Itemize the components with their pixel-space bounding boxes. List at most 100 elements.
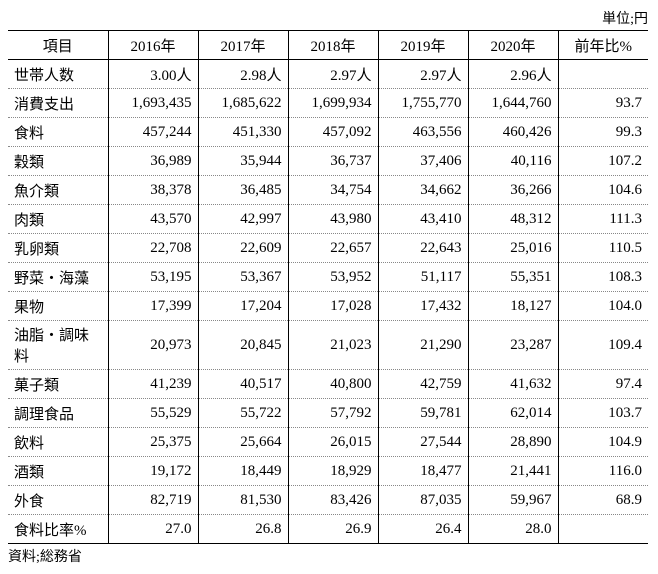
cell: 38,378	[108, 176, 198, 205]
cell: 104.9	[558, 428, 648, 457]
cell: 2.98人	[198, 60, 288, 89]
cell: 17,028	[288, 292, 378, 321]
cell: 21,023	[288, 321, 378, 370]
source-caption: 資料;総務省	[8, 546, 648, 566]
cell: 26.8	[198, 515, 288, 544]
cell: 34,754	[288, 176, 378, 205]
cell: 1,685,622	[198, 89, 288, 118]
cell: 59,967	[468, 486, 558, 515]
cell: 108.3	[558, 263, 648, 292]
cell: 463,556	[378, 118, 468, 147]
cell: 451,330	[198, 118, 288, 147]
cell: 93.7	[558, 89, 648, 118]
cell: 87,035	[378, 486, 468, 515]
table-row: 乳卵類22,70822,60922,65722,64325,016110.5	[8, 234, 648, 263]
cell: 22,609	[198, 234, 288, 263]
cell: 104.0	[558, 292, 648, 321]
cell: 99.3	[558, 118, 648, 147]
cell: 107.2	[558, 147, 648, 176]
cell: 17,204	[198, 292, 288, 321]
table-row: 肉類43,57042,99743,98043,41048,312111.3	[8, 205, 648, 234]
cell	[558, 60, 648, 89]
row-label: 肉類	[8, 205, 108, 234]
cell: 21,441	[468, 457, 558, 486]
cell: 22,657	[288, 234, 378, 263]
row-label: 消費支出	[8, 89, 108, 118]
table-row: 酒類19,17218,44918,92918,47721,441116.0	[8, 457, 648, 486]
cell: 42,997	[198, 205, 288, 234]
table-row: 果物17,39917,20417,02817,43218,127104.0	[8, 292, 648, 321]
cell: 43,570	[108, 205, 198, 234]
cell: 17,432	[378, 292, 468, 321]
cell: 55,722	[198, 399, 288, 428]
row-label: 魚介類	[8, 176, 108, 205]
row-label: 世帯人数	[8, 60, 108, 89]
row-label: 食料比率%	[8, 515, 108, 544]
cell: 81,530	[198, 486, 288, 515]
cell: 35,944	[198, 147, 288, 176]
cell: 19,172	[108, 457, 198, 486]
row-label: 菓子類	[8, 370, 108, 399]
cell: 1,693,435	[108, 89, 198, 118]
cell: 18,477	[378, 457, 468, 486]
cell: 22,643	[378, 234, 468, 263]
cell: 82,719	[108, 486, 198, 515]
cell: 51,117	[378, 263, 468, 292]
cell: 21,290	[378, 321, 468, 370]
col-header: 2018年	[288, 31, 378, 60]
cell: 116.0	[558, 457, 648, 486]
col-header: 2017年	[198, 31, 288, 60]
cell: 110.5	[558, 234, 648, 263]
col-header: 2020年	[468, 31, 558, 60]
cell: 53,195	[108, 263, 198, 292]
cell: 22,708	[108, 234, 198, 263]
cell: 26,015	[288, 428, 378, 457]
cell: 17,399	[108, 292, 198, 321]
table-row: 消費支出1,693,4351,685,6221,699,9341,755,770…	[8, 89, 648, 118]
cell: 2.96人	[468, 60, 558, 89]
table-row: 食料457,244451,330457,092463,556460,42699.…	[8, 118, 648, 147]
cell: 57,792	[288, 399, 378, 428]
cell: 27,544	[378, 428, 468, 457]
cell: 18,449	[198, 457, 288, 486]
cell: 28,890	[468, 428, 558, 457]
table-row: 油脂・調味料20,97320,84521,02321,29023,287109.…	[8, 321, 648, 370]
row-label: 穀類	[8, 147, 108, 176]
cell: 457,244	[108, 118, 198, 147]
cell: 103.7	[558, 399, 648, 428]
cell: 26.4	[378, 515, 468, 544]
cell: 20,845	[198, 321, 288, 370]
cell: 36,989	[108, 147, 198, 176]
cell: 25,016	[468, 234, 558, 263]
row-label: 酒類	[8, 457, 108, 486]
table-row: 菓子類41,23940,51740,80042,75941,63297.4	[8, 370, 648, 399]
table-row: 世帯人数3.00人2.98人2.97人2.97人2.96人	[8, 60, 648, 89]
col-header: 項目	[8, 31, 108, 60]
cell: 55,529	[108, 399, 198, 428]
cell: 25,664	[198, 428, 288, 457]
row-label: 調理食品	[8, 399, 108, 428]
cell: 20,973	[108, 321, 198, 370]
cell: 68.9	[558, 486, 648, 515]
table-row: 食料比率%27.026.826.926.428.0	[8, 515, 648, 544]
cell: 41,239	[108, 370, 198, 399]
cell: 1,644,760	[468, 89, 558, 118]
cell	[558, 515, 648, 544]
cell: 460,426	[468, 118, 558, 147]
cell: 43,980	[288, 205, 378, 234]
cell: 18,127	[468, 292, 558, 321]
row-label: 飲料	[8, 428, 108, 457]
table-row: 魚介類38,37836,48534,75434,66236,266104.6	[8, 176, 648, 205]
cell: 2.97人	[288, 60, 378, 89]
cell: 104.6	[558, 176, 648, 205]
row-label: 外食	[8, 486, 108, 515]
cell: 26.9	[288, 515, 378, 544]
col-header: 2019年	[378, 31, 468, 60]
row-label: 油脂・調味料	[8, 321, 108, 370]
col-header: 2016年	[108, 31, 198, 60]
unit-caption: 単位;円	[8, 8, 648, 28]
row-label: 食料	[8, 118, 108, 147]
cell: 83,426	[288, 486, 378, 515]
table-row: 飲料25,37525,66426,01527,54428,890104.9	[8, 428, 648, 457]
col-header: 前年比%	[558, 31, 648, 60]
